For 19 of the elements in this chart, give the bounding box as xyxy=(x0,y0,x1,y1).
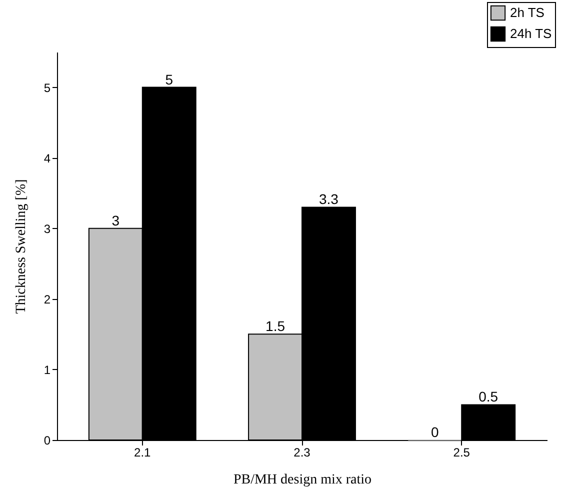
x-tick-label: 2.5 xyxy=(453,446,470,460)
y-axis-title: Thickness Swelling [%] xyxy=(14,179,29,314)
x-tick-label: 2.3 xyxy=(294,446,311,460)
data-label: 5 xyxy=(165,71,174,88)
data-label: 3 xyxy=(112,212,120,228)
data-label: 3.3 xyxy=(319,191,339,208)
y-tick-label: 2 xyxy=(44,292,51,306)
y-tick-label: 4 xyxy=(44,151,51,166)
y-tick-label: 3 xyxy=(44,222,51,236)
data-label: 0.5 xyxy=(478,388,498,405)
y-tick-label: 1 xyxy=(44,362,51,377)
x-tick-label: 2.1 xyxy=(134,446,152,460)
data-label: 0 xyxy=(430,424,439,440)
x-axis-title: PB/MH design mix ratio xyxy=(233,472,372,488)
y-tick-label: 5 xyxy=(44,80,51,95)
legend-label: 24h TS xyxy=(510,26,552,41)
legend-label: 2h TS xyxy=(510,5,545,20)
data-label: 1.5 xyxy=(266,318,286,334)
y-tick-label: 0 xyxy=(44,434,51,448)
